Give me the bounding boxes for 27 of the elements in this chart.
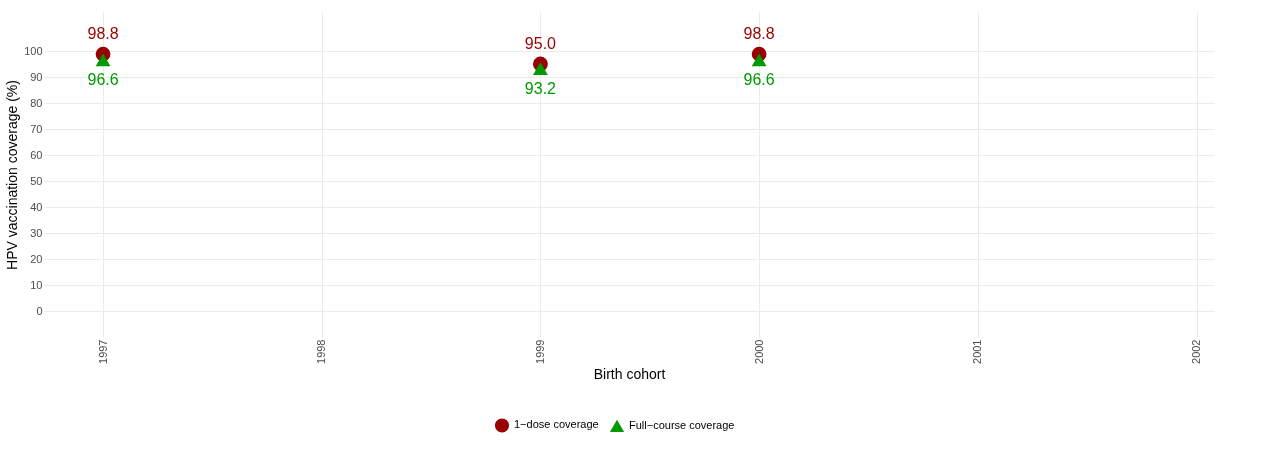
y-tick-label: 20 bbox=[30, 252, 43, 265]
y-tick-label: 50 bbox=[30, 174, 43, 187]
data-label: 93.2 bbox=[524, 79, 557, 97]
y-axis-title: HPV vaccination coverage (%) bbox=[4, 80, 21, 270]
x-tick-label: 2000 bbox=[752, 339, 765, 364]
data-label: 98.8 bbox=[87, 25, 119, 43]
x-tick-label: 2001 bbox=[971, 339, 984, 364]
y-tick-label: 100 bbox=[24, 44, 43, 57]
x-tick-label: 1998 bbox=[315, 339, 328, 364]
y-tick-label: 30 bbox=[30, 226, 43, 239]
data-label: 98.8 bbox=[743, 25, 775, 43]
y-tick-label: 0 bbox=[36, 304, 43, 317]
x-tick-label: 2002 bbox=[1190, 339, 1202, 364]
y-tick-label: 70 bbox=[30, 122, 43, 135]
y-tick-label: 80 bbox=[30, 96, 43, 109]
data-label: 96.6 bbox=[87, 70, 119, 88]
legend-label: 1−dose coverage bbox=[514, 418, 599, 431]
legend-label: Full−course coverage bbox=[629, 418, 735, 431]
y-tick-label: 90 bbox=[30, 70, 43, 83]
y-tick-label: 60 bbox=[30, 148, 43, 161]
x-axis-title: Birth cohort bbox=[593, 365, 666, 382]
data-label: 96.6 bbox=[743, 70, 775, 88]
data-label: 95.0 bbox=[524, 35, 557, 52]
y-tick-label: 10 bbox=[30, 278, 43, 291]
y-tick-label: 40 bbox=[30, 200, 43, 213]
x-tick-label: 1999 bbox=[533, 339, 546, 364]
x-tick-label: 1997 bbox=[96, 339, 109, 364]
